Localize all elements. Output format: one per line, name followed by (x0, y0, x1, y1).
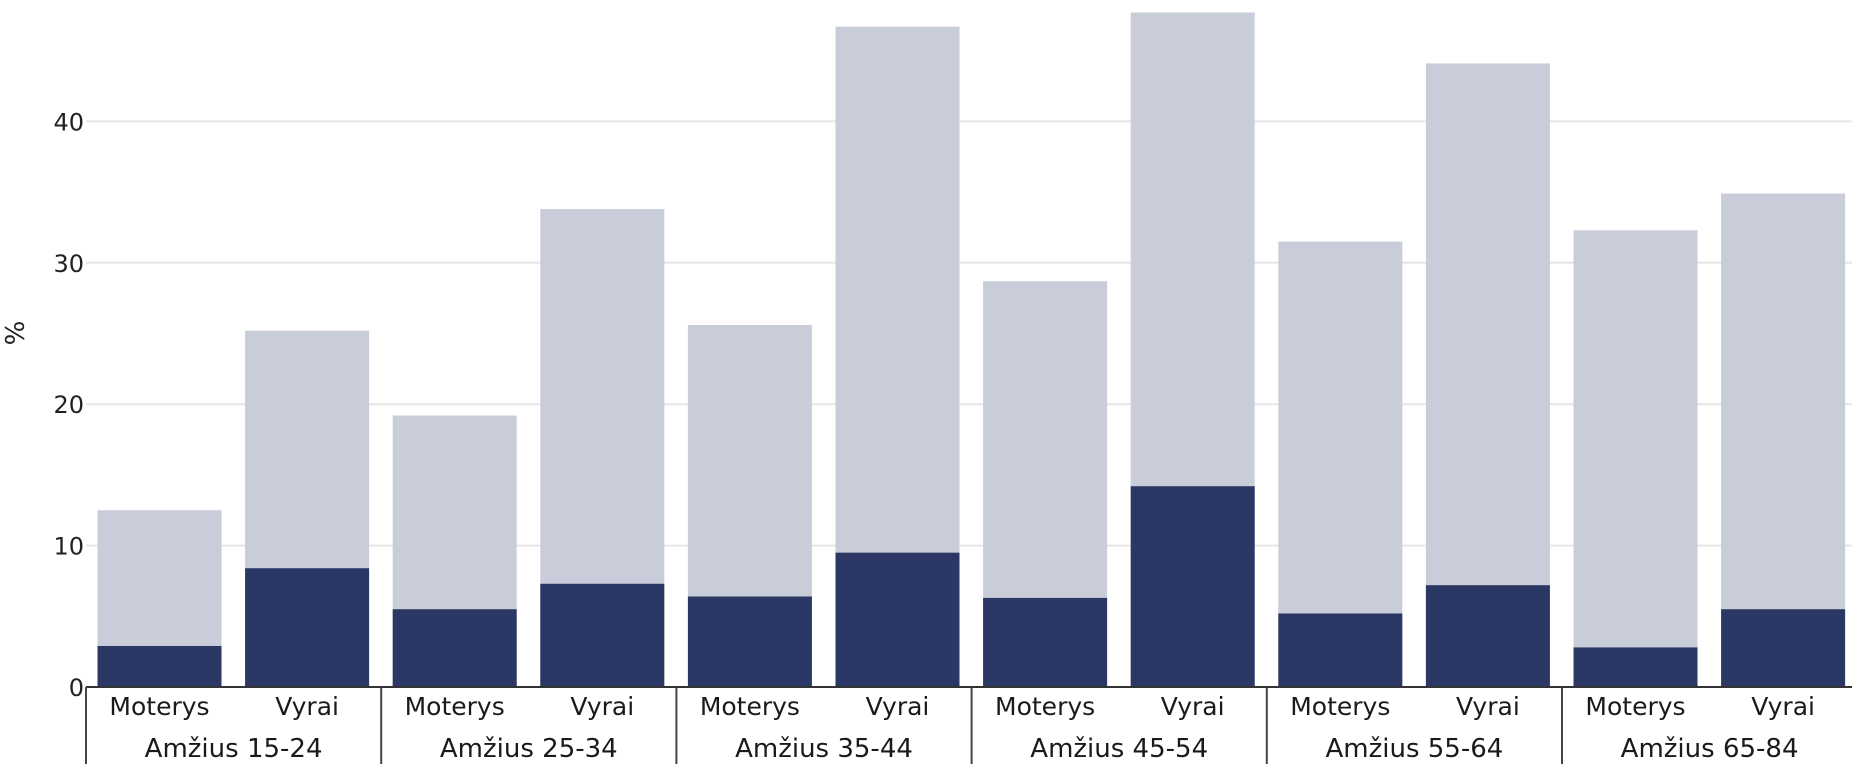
x-category-label: Moterys (1290, 692, 1390, 721)
bar-highlight (1721, 609, 1846, 687)
x-category-label: Vyrai (570, 692, 634, 721)
bar-highlight (1573, 647, 1698, 687)
x-category-label: Moterys (995, 692, 1095, 721)
bar-highlight (1425, 585, 1550, 687)
x-category-label: Vyrai (1161, 692, 1225, 721)
x-axis: Moterys Vyrai Moterys Vyrai Moterys Vyrai Mote… (85, 686, 1852, 764)
x-category-label: Moterys (405, 692, 505, 721)
bar-highlight (540, 583, 665, 687)
bar-highlight (983, 597, 1108, 687)
bar-total (1573, 230, 1698, 687)
x-category-label: Vyrai (866, 692, 930, 721)
y-axis: 0 10 20 30 40 (53, 108, 91, 702)
x-group-label: Amžius 55-64 (1325, 734, 1503, 764)
bar-highlight (1130, 486, 1255, 687)
bar-total (1425, 63, 1550, 687)
x-category-label: Vyrai (1751, 692, 1815, 721)
bar-highlight (392, 609, 517, 687)
bars (97, 12, 1846, 688)
x-group-label: Amžius 45-54 (1030, 734, 1208, 764)
x-group-label: Amžius 65-84 (1621, 734, 1799, 764)
bar-highlight (687, 596, 812, 687)
x-category-label: Vyrai (1456, 692, 1520, 721)
bar-highlight (97, 645, 222, 687)
y-axis-title: % (1, 321, 31, 346)
x-group-label: Amžius 15-24 (145, 734, 323, 764)
x-category-label: Moterys (109, 692, 209, 721)
x-category-label: Moterys (1585, 692, 1685, 721)
x-category-label: Vyrai (275, 692, 339, 721)
gridlines (86, 120, 1852, 547)
bar-highlight (245, 568, 370, 687)
y-tick-label: 20 (53, 391, 84, 419)
x-group-label: Amžius 35-44 (735, 734, 913, 764)
y-tick-label: 30 (53, 250, 84, 278)
x-category-label: Moterys (700, 692, 800, 721)
y-tick-label: 40 (53, 108, 84, 136)
x-group-label: Amžius 25-34 (440, 734, 618, 764)
y-tick-label: 0 (69, 674, 84, 702)
bar-total (1278, 241, 1403, 687)
y-tick-label: 10 (53, 533, 84, 561)
bar-highlight (835, 552, 960, 687)
bar-highlight (1278, 613, 1403, 687)
bar-total (1721, 193, 1846, 687)
